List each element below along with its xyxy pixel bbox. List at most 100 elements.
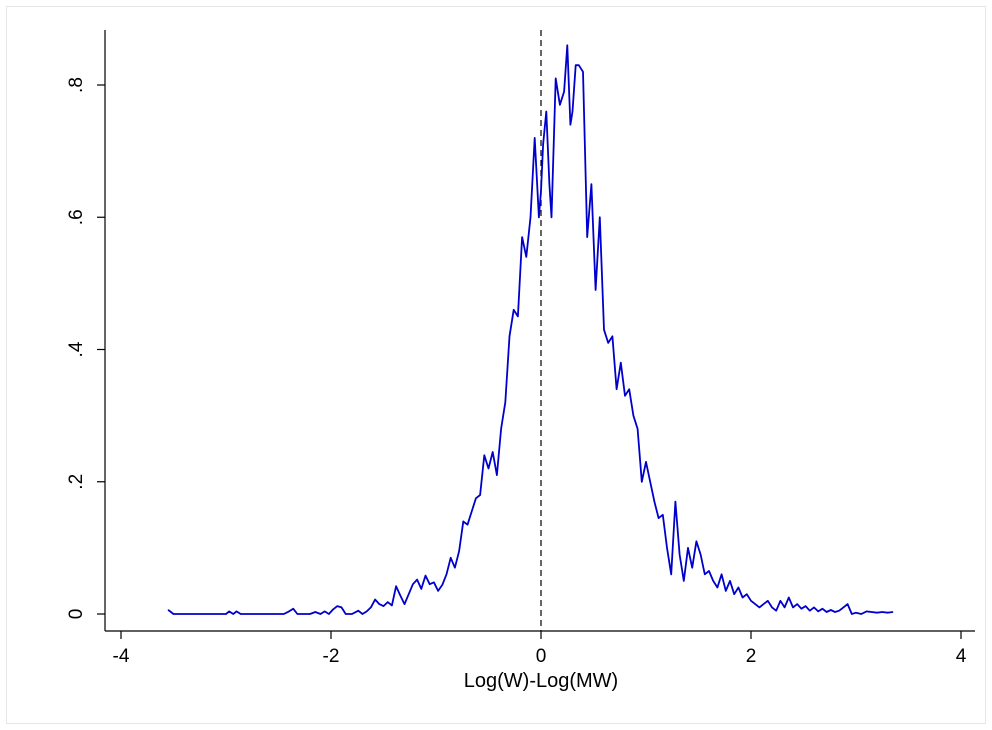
data-point: [599, 216, 601, 218]
data-point: [733, 593, 735, 595]
data-point: [345, 613, 347, 615]
data-point: [725, 590, 727, 592]
data-point: [775, 610, 777, 612]
data-point: [637, 428, 639, 430]
data-point: [679, 553, 681, 556]
data-point: [821, 608, 824, 610]
data-point: [750, 600, 752, 602]
data-point: [328, 613, 330, 615]
chart-frame: -4 -2 0 2 4 0 .2 .4 .6 .8 Log(W)-Log(MW): [6, 6, 986, 724]
data-point: [595, 289, 597, 291]
data-point: [361, 613, 364, 615]
data-point: [813, 606, 815, 609]
data-point: [403, 603, 406, 605]
data-point: [429, 583, 431, 585]
data-point: [586, 236, 588, 238]
data-point: [183, 613, 185, 615]
data-point: [571, 110, 574, 113]
series-layer: [167, 44, 894, 615]
data-point: [834, 611, 836, 613]
data-point: [475, 497, 477, 499]
data-point: [666, 547, 668, 549]
data-point: [517, 315, 519, 317]
data-point: [616, 388, 618, 390]
x-tick-label: 2: [746, 646, 757, 667]
data-point: [559, 104, 561, 106]
data-point: [746, 593, 748, 595]
data-point: [433, 581, 435, 583]
data-point: [462, 520, 464, 523]
data-point: [309, 613, 311, 615]
data-point: [538, 216, 540, 218]
data-point: [357, 610, 359, 612]
data-point: [758, 606, 761, 609]
data-point: [624, 395, 626, 397]
data-point: [763, 603, 765, 605]
data-point: [391, 604, 393, 607]
density-chart: -4 -2 0 2 4 0 .2 .4 .6 .8 Log(W)-Log(MW): [66, 30, 975, 692]
data-point: [366, 610, 368, 613]
data-point: [534, 137, 536, 139]
data-point: [662, 514, 664, 516]
data-point: [319, 613, 322, 615]
data-point: [704, 573, 706, 575]
data-point: [771, 606, 773, 609]
data-point: [712, 580, 714, 582]
data-point: [876, 612, 878, 614]
x-axis-title: Log(W)-Log(MW): [464, 670, 618, 692]
y-tick-label: .4: [66, 341, 87, 357]
data-point: [555, 77, 557, 79]
data-point: [225, 613, 227, 615]
data-point: [458, 550, 460, 552]
data-point: [754, 603, 756, 605]
data-point: [292, 608, 294, 610]
data-point: [645, 461, 647, 463]
data-point: [860, 613, 862, 615]
x-tick-label: 4: [956, 646, 967, 667]
data-point: [855, 612, 857, 614]
data-point: [784, 606, 786, 609]
data-point: [550, 216, 553, 218]
data-point: [235, 610, 238, 613]
data-point: [412, 583, 414, 585]
y-tick-label: .2: [66, 474, 87, 490]
data-point: [695, 540, 698, 542]
series-line: [167, 44, 893, 615]
data-point: [450, 557, 452, 559]
data-point: [351, 613, 353, 615]
data-point: [542, 143, 544, 146]
data-point: [653, 501, 656, 503]
data-point: [399, 594, 401, 597]
data-point: [240, 613, 242, 615]
data-point: [513, 309, 515, 311]
data-point: [800, 608, 803, 610]
data-point: [566, 44, 568, 46]
data-point: [842, 606, 845, 609]
data-point: [492, 451, 494, 453]
data-point: [716, 586, 719, 589]
data-point: [742, 596, 744, 599]
data-point: [838, 610, 840, 612]
data-point: [767, 600, 769, 602]
labels-layer: -4 -2 0 2 4 0 .2 .4 .6 .8 Log(W)-Log(MW): [66, 77, 967, 692]
data-point: [441, 584, 443, 586]
data-point: [336, 605, 338, 607]
data-point: [830, 609, 832, 611]
data-point: [508, 335, 511, 337]
data-point: [788, 596, 790, 599]
data-point: [283, 613, 285, 615]
data-point: [395, 585, 397, 587]
data-point: [382, 605, 385, 607]
data-point: [525, 256, 527, 258]
data-point: [683, 580, 685, 582]
data-point: [805, 605, 807, 607]
data-point: [521, 236, 523, 238]
data-point: [607, 342, 609, 344]
data-point: [721, 573, 723, 575]
data-point: [817, 610, 819, 613]
y-tick-label: .6: [66, 209, 87, 225]
data-point: [340, 606, 343, 609]
data-point: [332, 608, 334, 611]
x-tick-label: 0: [536, 646, 547, 667]
data-point: [479, 494, 481, 496]
